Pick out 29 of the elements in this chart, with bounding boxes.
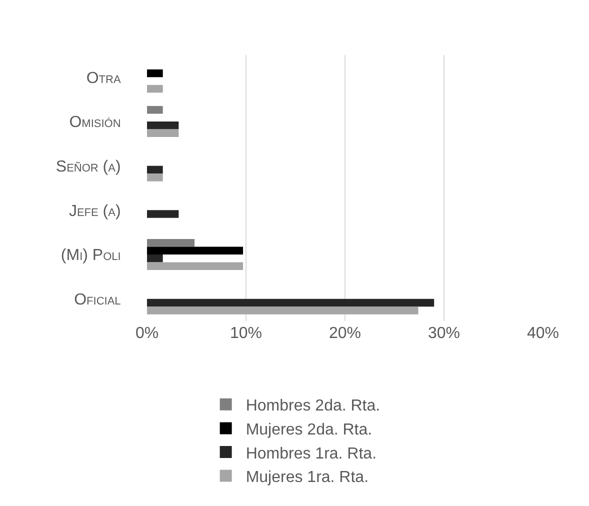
y-tick-label: Oficial <box>74 291 121 308</box>
bar <box>147 106 163 114</box>
legend-label: Hombres 1ra. Rta. <box>246 445 377 462</box>
bar <box>147 298 434 307</box>
x-tick-label: 0% <box>135 325 159 342</box>
legend-label: Mujeres 1ra. Rta. <box>246 469 369 486</box>
y-tick-label: Omisión <box>69 114 121 132</box>
y-tick-label: Jefe (a) <box>68 202 121 220</box>
bar <box>147 174 163 182</box>
x-tick-label: 40% <box>526 325 560 342</box>
bar <box>147 306 418 314</box>
x-tick-label: 20% <box>328 325 362 342</box>
bar <box>147 129 179 138</box>
bar <box>147 254 163 262</box>
bar <box>147 238 195 247</box>
legend-label: Hombres 2da. Rta. <box>246 398 380 415</box>
bar <box>147 122 179 130</box>
bar <box>147 166 163 174</box>
bar <box>147 262 244 270</box>
legend-label: Mujeres 2da. Rta. <box>246 421 372 438</box>
x-tick-label: 10% <box>230 325 262 342</box>
x-tick-label: 30% <box>428 325 460 342</box>
bar <box>147 210 179 218</box>
bar <box>147 69 163 78</box>
y-tick-label: (Mi) Poli <box>60 247 121 264</box>
bar <box>147 84 163 93</box>
y-tick-label: Señor (a) <box>56 158 121 176</box>
y-tick-label: Otra <box>86 70 122 87</box>
bar <box>147 246 244 254</box>
